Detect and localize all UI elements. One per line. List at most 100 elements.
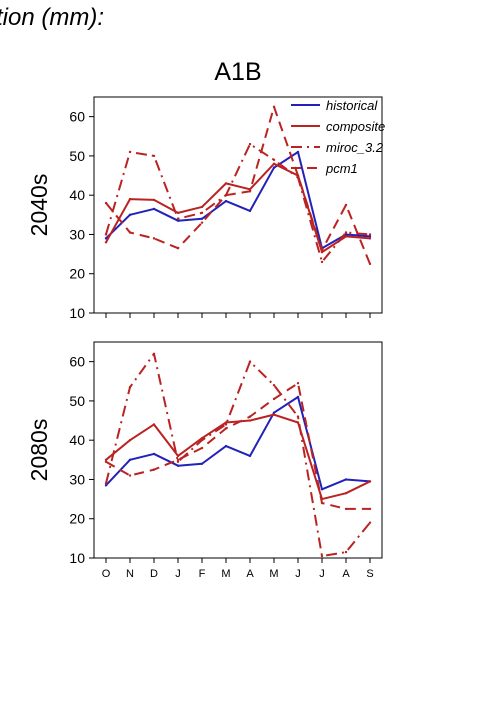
- data-point: [344, 235, 348, 238]
- data-point: [248, 415, 252, 418]
- x-tick-label: O: [102, 568, 111, 580]
- y-axis-label: 2040s: [26, 174, 52, 237]
- series-line-composite: [105, 162, 371, 254]
- y-tick-label: 60: [69, 109, 85, 125]
- data-point: [128, 385, 132, 389]
- data-point: [224, 444, 228, 448]
- plot-frame: [93, 341, 383, 559]
- data-point: [368, 235, 372, 238]
- chart-title: A1B: [214, 58, 261, 86]
- data-point: [296, 174, 300, 177]
- panel-2080s: 10 20 30 40 50 60 O N D J F M A M J J A S 2080s: [26, 341, 383, 580]
- data-point: [176, 217, 180, 220]
- data-point: [272, 105, 276, 109]
- data-point: [152, 468, 156, 471]
- data-point: [152, 154, 156, 158]
- data-point: [344, 233, 348, 236]
- data-point: [344, 507, 348, 511]
- x-tick-label: A: [246, 568, 254, 580]
- data-point: [368, 521, 372, 524]
- data-point: [104, 233, 108, 236]
- data-point: [272, 411, 276, 414]
- data-point: [200, 217, 204, 220]
- data-point: [344, 550, 348, 554]
- x-tick-label: D: [150, 568, 158, 580]
- data-point: [128, 458, 132, 462]
- data-point: [248, 142, 252, 146]
- data-point: [128, 474, 132, 477]
- panel-2040s: 10 20 30 40 50 60 2040s historical composite miro…: [26, 96, 385, 321]
- data-point: [104, 237, 108, 240]
- y-tick-label: 40: [69, 432, 85, 448]
- data-point: [152, 237, 156, 240]
- legend: historical composite miroc_3.2 pcm1: [291, 98, 385, 176]
- y-tick-label: 20: [69, 266, 85, 282]
- data-point: [296, 150, 300, 154]
- data-point: [104, 241, 108, 244]
- data-point: [320, 250, 324, 254]
- data-point: [128, 197, 132, 201]
- data-point: [128, 150, 132, 154]
- y-axis-label: 2080s: [26, 419, 52, 482]
- data-point: [200, 438, 204, 442]
- legend-label: composite: [326, 119, 385, 134]
- data-point: [200, 211, 204, 215]
- data-point: [200, 446, 204, 450]
- x-tick-label: A: [342, 568, 350, 580]
- data-point: [176, 219, 180, 222]
- x-tick-label: F: [199, 568, 206, 580]
- data-point: [320, 260, 324, 264]
- data-point: [248, 209, 252, 213]
- data-point: [272, 397, 276, 401]
- data-point: [344, 231, 348, 234]
- data-point: [320, 554, 324, 558]
- data-point: [176, 458, 180, 462]
- data-point: [296, 395, 300, 399]
- x-tick-label: N: [126, 568, 134, 580]
- data-point: [320, 501, 324, 505]
- series-line-miroc_3.2: [105, 143, 371, 263]
- chart-panels: 10 20 30 40 50 60 2040s historical composite miro…: [26, 96, 385, 580]
- data-point: [368, 507, 372, 511]
- data-point: [296, 382, 300, 385]
- data-point: [128, 231, 132, 234]
- data-point: [248, 190, 252, 193]
- plot-frame: [93, 96, 383, 314]
- data-point: [272, 166, 276, 169]
- data-point: [272, 413, 276, 416]
- y-tick-label: 50: [69, 393, 85, 409]
- data-point: [368, 233, 372, 236]
- data-point: [320, 488, 324, 491]
- x-tick-label: J: [319, 568, 325, 580]
- data-point: [344, 203, 348, 207]
- data-point: [152, 423, 156, 426]
- series-line-pcm1: [105, 382, 370, 510]
- data-point: [104, 458, 108, 462]
- data-point: [344, 492, 348, 495]
- data-point: [248, 454, 252, 458]
- data-point: [104, 484, 108, 487]
- data-point: [224, 423, 228, 426]
- y-tick-label: 40: [69, 187, 85, 203]
- data-point: [344, 478, 348, 481]
- data-point: [224, 421, 228, 424]
- data-point: [224, 182, 228, 185]
- legend-label: historical: [326, 98, 378, 113]
- y-tick-label: 20: [69, 511, 85, 527]
- legend-label: pcm1: [325, 161, 358, 176]
- data-point: [200, 205, 204, 209]
- data-point: [104, 460, 108, 463]
- data-point: [176, 464, 180, 467]
- data-point: [200, 221, 204, 224]
- x-tick-label: S: [366, 568, 373, 580]
- data-point: [104, 482, 108, 485]
- y-tick-label: 50: [69, 148, 85, 164]
- x-tick-label: M: [221, 568, 230, 580]
- data-point: [368, 480, 372, 483]
- data-point: [368, 262, 372, 266]
- data-point: [176, 460, 180, 463]
- data-point: [272, 158, 276, 162]
- x-tick-label: J: [295, 568, 301, 580]
- y-tick-label: 10: [69, 305, 85, 321]
